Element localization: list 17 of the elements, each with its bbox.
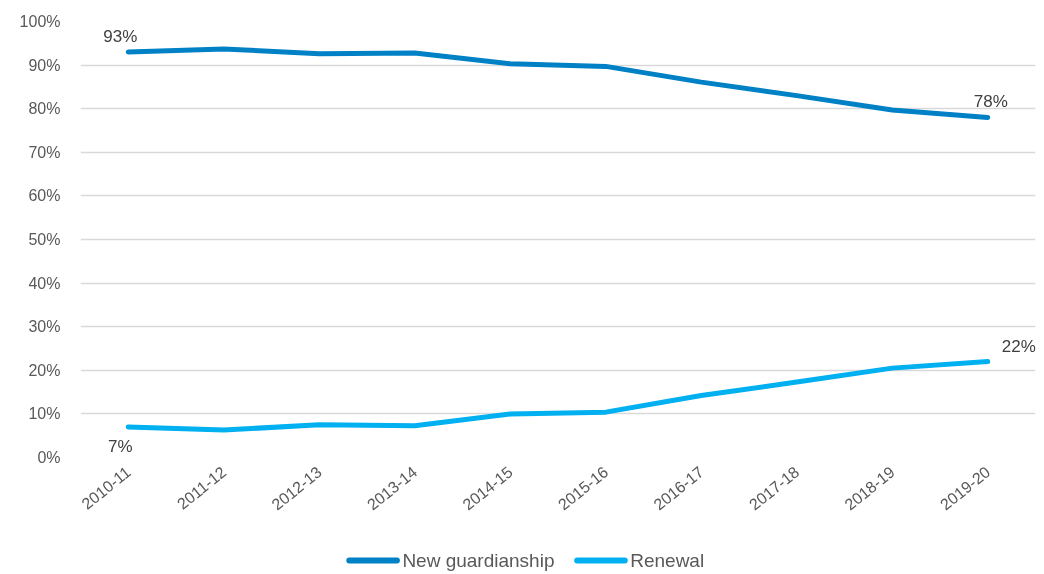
legend-label: New guardianship bbox=[402, 550, 555, 571]
y-tick-label: 40% bbox=[28, 274, 61, 292]
data-label: 22% bbox=[1001, 336, 1036, 356]
y-tick-label: 20% bbox=[28, 361, 61, 379]
y-tick-label: 90% bbox=[28, 56, 61, 74]
y-tick-label: 80% bbox=[28, 100, 61, 118]
y-tick-label: 50% bbox=[28, 231, 61, 248]
data-label: 93% bbox=[103, 27, 138, 47]
y-tick-label: 60% bbox=[28, 187, 61, 205]
legend-label: Renewal bbox=[630, 550, 705, 571]
y-tick-label: 10% bbox=[28, 405, 61, 423]
y-tick-label: 100% bbox=[19, 13, 61, 30]
data-label: 7% bbox=[107, 436, 133, 456]
y-tick-label: 0% bbox=[37, 449, 61, 466]
y-tick-label: 70% bbox=[28, 143, 61, 161]
y-tick-label: 30% bbox=[28, 318, 61, 336]
data-label: 78% bbox=[973, 92, 1008, 112]
